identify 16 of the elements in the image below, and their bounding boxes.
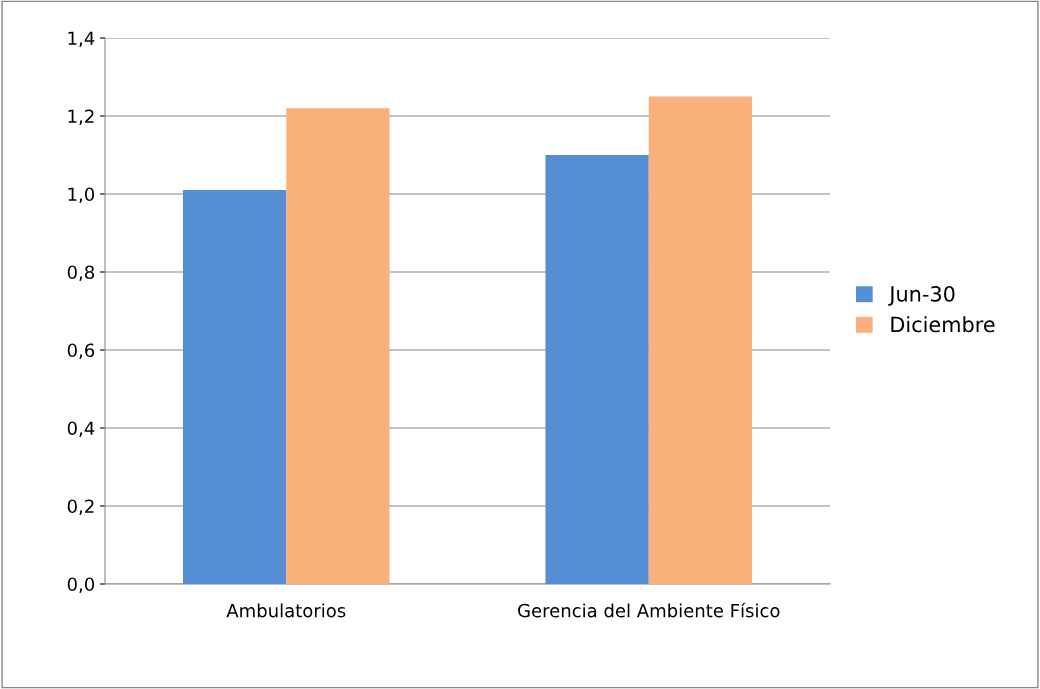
y-tick-label: 0,8	[67, 265, 95, 281]
bar	[545, 155, 649, 584]
bar	[648, 96, 753, 584]
y-tick-label: 1,4	[68, 31, 95, 47]
bar	[182, 190, 287, 584]
y-tick-label: 1,2	[68, 109, 94, 125]
y-tick-label: 0,4	[67, 421, 95, 437]
x-tick-label: Gerencia del Ambiente Físico	[518, 602, 780, 618]
y-tick-label: 0,2	[67, 499, 94, 515]
x-tick-label: Ambulatorios	[226, 603, 346, 618]
y-tick-label: 0,0	[67, 577, 95, 593]
bar	[286, 108, 390, 584]
y-tick-label: 1,0	[68, 187, 95, 203]
y-tick-label: 0,6	[67, 343, 95, 359]
legend-label: Jun-30	[888, 286, 955, 306]
legend-label: Diciembre	[891, 316, 995, 333]
